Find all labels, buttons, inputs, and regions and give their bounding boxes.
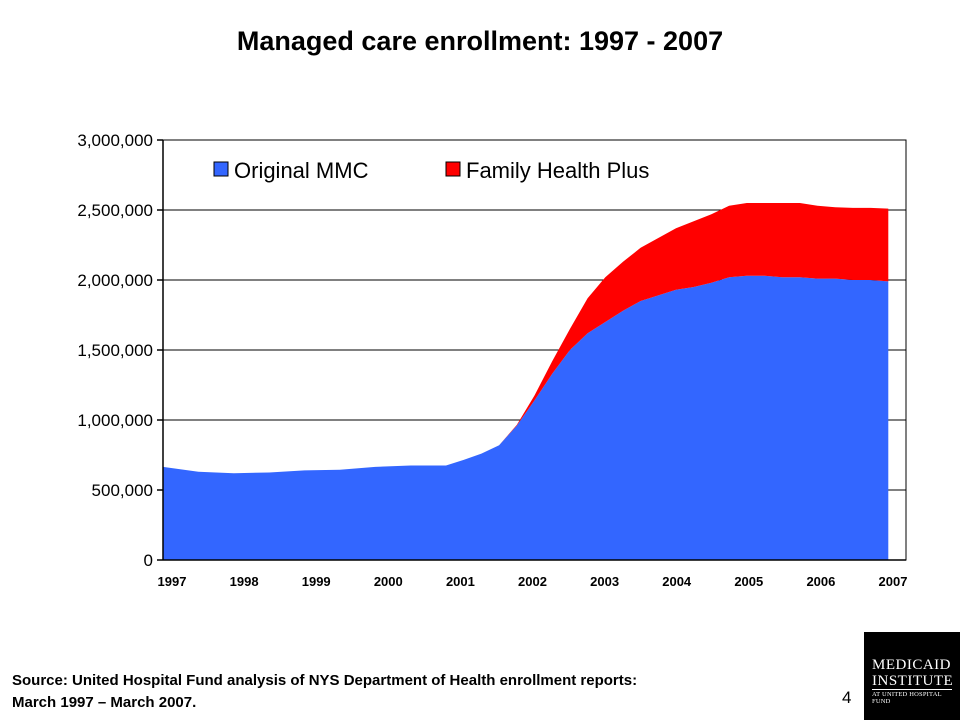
medicaid-institute-logo: MEDICAID INSTITUTE AT UNITED HOSPITAL FU… xyxy=(864,632,960,720)
x-tick-labels: 1997 1998 1999 2000 2001 2002 2003 2004 2005 2006… xyxy=(158,574,908,589)
x-tick-label: 2000 xyxy=(374,574,403,589)
x-tick-label: 2007 xyxy=(879,574,908,589)
legend: Original MMC Family Health Plus xyxy=(213,158,649,183)
logo-rule xyxy=(872,689,952,690)
legend-label-1: Family Health Plus xyxy=(466,158,649,183)
x-tick-label: 1998 xyxy=(230,574,259,589)
y-tick-labels: 0 500,000 1,000,000 1,500,000 2,000,000 2,500… xyxy=(77,131,163,570)
y-tick-label: 2,000,000 xyxy=(77,271,153,290)
x-tick-label: 2002 xyxy=(518,574,547,589)
x-tick-label: 2003 xyxy=(590,574,619,589)
logo-line-1: MEDICAID xyxy=(872,657,951,673)
source-note: Source: United Hospital Fund analysis of… xyxy=(12,670,812,714)
chart-title: Managed care enrollment: 1997 - 2007 xyxy=(236,26,724,56)
logo-line-3: AT UNITED HOSPITAL FUND xyxy=(872,691,942,705)
y-tick-label: 500,000 xyxy=(92,481,153,500)
y-tick-label: 1,500,000 xyxy=(77,341,153,360)
x-tick-label: 2005 xyxy=(734,574,763,589)
y-tick-label: 0 xyxy=(144,551,153,570)
logo-line-2: INSTITUTE xyxy=(872,673,954,689)
series-areas xyxy=(163,203,889,560)
legend-label-0: Original MMC xyxy=(234,158,369,183)
series-area-1 xyxy=(163,203,889,474)
source-line-1: Source: United Hospital Fund analysis of… xyxy=(12,672,638,689)
x-tick-label: 1999 xyxy=(302,574,331,589)
x-tick-label: 2001 xyxy=(446,574,475,589)
y-tick-label: 2,500,000 xyxy=(77,201,153,220)
x-tick-label: 2004 xyxy=(662,574,692,589)
x-tick-label: 2006 xyxy=(806,574,835,589)
enrollment-area-chart: 0 500,000 1,000,000 1,500,000 2,000,000 2,500… xyxy=(77,131,908,589)
x-tick-label: 1997 xyxy=(158,574,187,589)
source-line-2: March 1997 – March 2007. xyxy=(12,694,197,711)
y-tick-label: 3,000,000 xyxy=(77,131,153,150)
series-area-0 xyxy=(163,275,889,560)
legend-swatch-1 xyxy=(445,161,461,177)
legend-swatch-0 xyxy=(213,161,229,177)
page-number: 4 xyxy=(842,688,852,707)
y-tick-label: 1,000,000 xyxy=(77,411,153,430)
